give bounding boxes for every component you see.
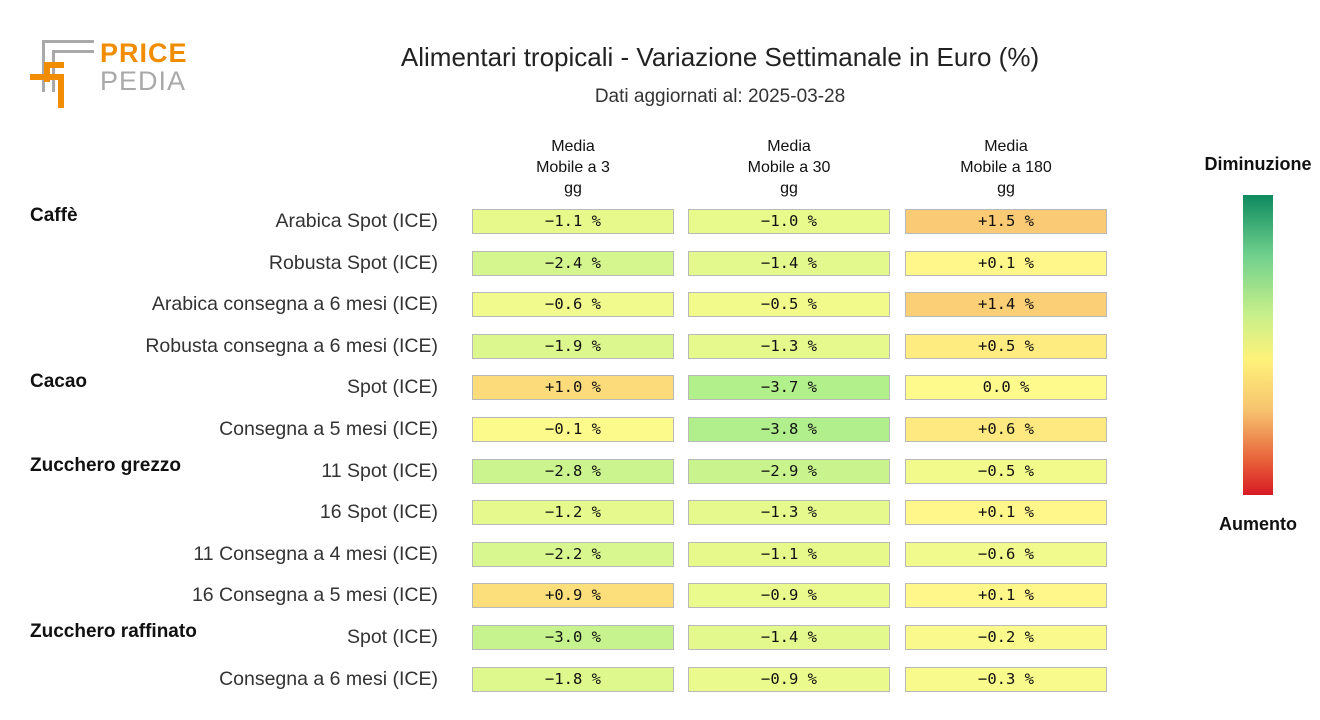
- heatmap-cell: +0.1 %: [905, 583, 1107, 609]
- group-label: Zucchero grezzo: [30, 454, 181, 476]
- group-label: Caffè: [30, 205, 78, 226]
- legend-top-label: Diminuzione: [1204, 154, 1312, 174]
- heatmap-cell: −1.0 %: [688, 209, 890, 234]
- heatmap-cell: −1.8 %: [472, 666, 674, 692]
- heatmap-cell: −1.9 %: [472, 333, 674, 359]
- heatmap-cell: +1.4 %: [905, 292, 1107, 318]
- heatmap-cell: −0.5 %: [905, 458, 1107, 484]
- column-header-line: Mobile a 3: [536, 159, 610, 176]
- heatmap-cell: +1.5 %: [905, 209, 1107, 234]
- heatmap-cell: −0.9 %: [688, 583, 890, 609]
- chart-subtitle: Dati aggiornati al: 2025-03-28: [594, 86, 846, 107]
- row-label: Consegna a 6 mesi (ICE): [219, 667, 438, 690]
- row-label: 11 Spot (ICE): [321, 459, 438, 482]
- heatmap-cell: +1.0 %: [472, 375, 674, 401]
- heatmap-cell: −0.6 %: [472, 292, 674, 318]
- heatmap-cell: +0.9 %: [472, 583, 674, 609]
- heatmap-cell: −0.3 %: [905, 666, 1107, 692]
- legend-color-scale: [1243, 195, 1273, 495]
- column-header-line: Media: [551, 138, 595, 155]
- heatmap-cell: −0.9 %: [688, 666, 890, 692]
- row-label: Arabica Spot (ICE): [275, 210, 438, 232]
- logo-word-price: PRICE: [100, 38, 188, 68]
- logo-mark-grey-inner: [52, 50, 94, 92]
- heatmap-cell: −0.5 %: [688, 292, 890, 318]
- heatmap-cell: −1.1 %: [472, 209, 674, 234]
- heatmap-cell: −1.3 %: [688, 333, 890, 359]
- row-label: Consegna a 5 mesi (ICE): [219, 418, 438, 440]
- column-header-line: Media: [984, 138, 1028, 155]
- row-label: Robusta Spot (ICE): [268, 251, 438, 274]
- column-header: Media Mobile a 180 gg: [905, 136, 1107, 199]
- group-label: Cacao: [30, 371, 88, 393]
- heatmap-cell: −2.9 %: [688, 458, 890, 484]
- chart-title: Alimentari tropicali - Variazione Settim…: [400, 42, 1040, 72]
- logo-mark-orange-inner: [44, 62, 64, 82]
- group-label: Zucchero raffinato: [30, 621, 197, 642]
- heatmap-cell: −3.8 %: [688, 417, 890, 442]
- logo-word-pedia: PEDIA: [100, 66, 187, 96]
- heatmap-cell: −0.2 %: [905, 625, 1107, 650]
- heatmap-cell: +0.1 %: [905, 250, 1107, 276]
- row-label: 16 Consegna a 5 mesi (ICE): [191, 584, 438, 607]
- heatmap-cell: −3.7 %: [688, 375, 890, 401]
- heatmap-cell: +0.1 %: [905, 500, 1107, 526]
- column-header-line: Media: [767, 138, 811, 155]
- row-label: Spot (ICE): [346, 376, 438, 399]
- row-label: 16 Spot (ICE): [319, 501, 438, 524]
- legend-bottom-label: Aumento: [1219, 514, 1297, 534]
- logo-mark-grey-outer: [42, 40, 94, 92]
- heatmap-cell: −2.4 %: [472, 250, 674, 276]
- heatmap-cell: 0.0 %: [905, 375, 1107, 401]
- heatmap-cell: −2.2 %: [472, 541, 674, 567]
- row-label: Robusta consegna a 6 mesi (ICE): [145, 334, 438, 357]
- heatmap-cell: −3.0 %: [472, 625, 674, 650]
- pricepedia-logo: PRICE PEDIA: [30, 36, 190, 108]
- column-header: Media Mobile a 3 gg: [472, 136, 674, 199]
- row-label: 11 Consegna a 4 mesi (ICE): [193, 542, 438, 565]
- column-header-line: Mobile a 30: [747, 159, 831, 176]
- heatmap-cell: −0.6 %: [905, 541, 1107, 567]
- heatmap-cell: −1.3 %: [688, 500, 890, 526]
- column-header-line: gg: [997, 180, 1015, 197]
- heatmap-cell: −2.8 %: [472, 458, 674, 484]
- row-label: Spot (ICE): [346, 626, 438, 648]
- heatmap-cell: +0.5 %: [905, 333, 1107, 359]
- heatmap-cell: +0.6 %: [905, 417, 1107, 442]
- column-header: Media Mobile a 30 gg: [688, 136, 890, 199]
- heatmap-cell: −0.1 %: [472, 417, 674, 442]
- column-header-line: gg: [564, 180, 582, 197]
- heatmap-cell: −1.1 %: [688, 541, 890, 567]
- heatmap-cell: −1.4 %: [688, 625, 890, 650]
- column-header-line: gg: [780, 180, 798, 197]
- heatmap-cell: −1.2 %: [472, 500, 674, 526]
- column-header-line: Mobile a 180: [960, 159, 1052, 176]
- row-label: Arabica consegna a 6 mesi (ICE): [151, 293, 438, 316]
- heatmap-cell: −1.4 %: [688, 250, 890, 276]
